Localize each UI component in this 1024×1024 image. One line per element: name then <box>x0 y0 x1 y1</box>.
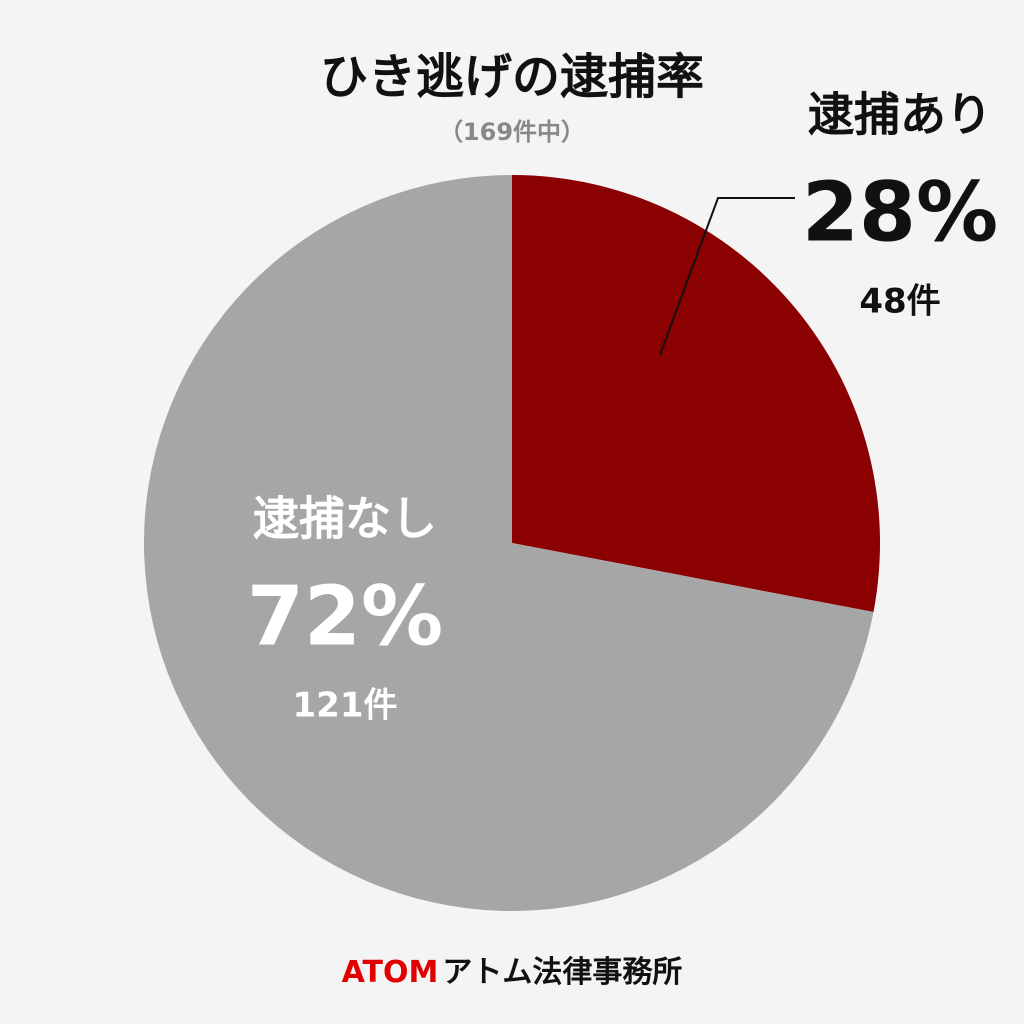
footer: ATOM アトム法律事務所 <box>342 955 683 990</box>
firm-name: アトム法律事務所 <box>442 955 682 990</box>
leader-line <box>659 197 795 356</box>
count-label: 121件 <box>293 686 398 726</box>
brand: ATOM <box>342 955 439 990</box>
pie-slice <box>512 175 880 612</box>
chart-subtitle: （169件中） <box>439 118 585 146</box>
pie-slice <box>143 175 874 911</box>
slice-label: 逮捕あり <box>808 88 992 142</box>
count-label: 48件 <box>859 282 940 322</box>
chart-title: ひき逃げの逮捕率 <box>320 49 704 105</box>
slice-label: 逮捕なし <box>253 492 437 546</box>
value-label: 28% <box>802 165 998 260</box>
value-label: 72% <box>247 569 443 664</box>
